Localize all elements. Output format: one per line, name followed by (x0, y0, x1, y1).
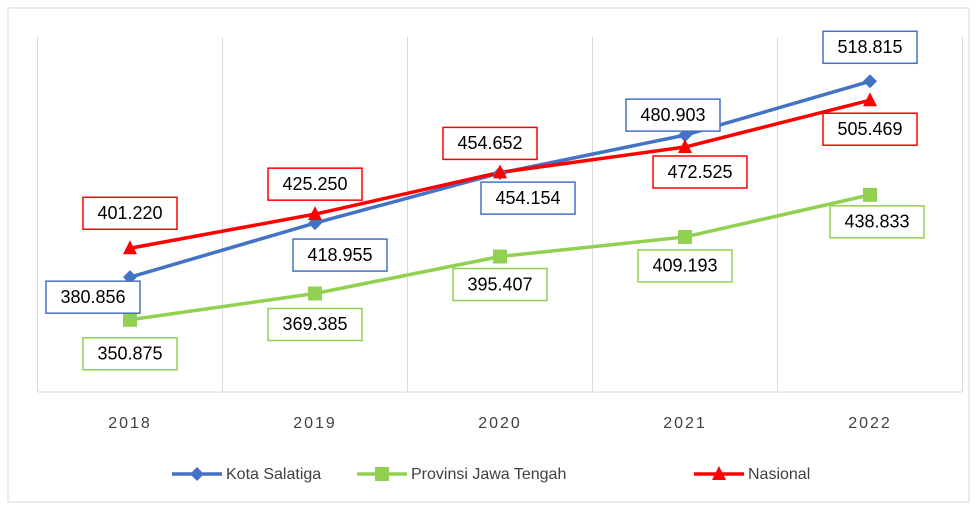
marker (190, 467, 204, 481)
data-label: 401.220 (97, 203, 162, 223)
x-tick-label: 2018 (108, 415, 152, 432)
marker (678, 229, 692, 244)
data-label-box (480, 181, 576, 215)
data-label: 505.469 (837, 119, 902, 139)
legend-label: Provinsi Jawa Tengah (411, 466, 566, 483)
data-label-box (82, 337, 178, 371)
x-tick-label: 2019 (293, 415, 337, 432)
legend-label: Nasional (748, 466, 810, 483)
chart-border (7, 7, 970, 503)
data-label: 425.250 (282, 174, 347, 194)
data-label: 454.652 (457, 133, 522, 153)
data-label: 395.407 (467, 274, 532, 294)
data-label: 350.875 (97, 344, 162, 364)
marker (493, 249, 507, 264)
legend-label: Kota Salatiga (226, 466, 321, 483)
marker (863, 92, 877, 107)
data-label-box (267, 307, 363, 342)
data-label-box (267, 167, 363, 201)
marker (375, 467, 389, 481)
data-label-box (625, 98, 721, 132)
data-label-box (822, 112, 918, 146)
marker (308, 206, 322, 221)
x-tick-label: 2022 (848, 415, 892, 432)
marker (123, 312, 137, 327)
data-label-box (637, 249, 733, 283)
marker (123, 240, 137, 255)
data-label: 518.815 (837, 37, 902, 57)
marker (678, 139, 692, 154)
data-label: 369.385 (282, 314, 347, 334)
data-label-box (452, 267, 548, 302)
data-label: 454.154 (495, 188, 560, 208)
data-label-box (82, 196, 178, 231)
data-label: 480.903 (640, 105, 705, 125)
marker (308, 286, 322, 301)
data-label: 472.525 (667, 162, 732, 182)
data-label-box (45, 280, 141, 314)
x-tick-label: 2020 (478, 415, 522, 432)
data-label: 438.833 (844, 212, 909, 232)
data-label-box (652, 155, 748, 189)
data-label-box (292, 238, 388, 272)
marker (863, 187, 877, 202)
data-label: 418.955 (307, 245, 372, 265)
marker (712, 466, 726, 480)
data-label-box (442, 126, 538, 161)
data-label: 409.193 (652, 256, 717, 276)
marker (493, 164, 507, 179)
marker (863, 74, 877, 89)
data-label-box (822, 30, 918, 65)
data-label: 380.856 (60, 287, 125, 307)
x-tick-label: 2021 (663, 415, 707, 432)
data-label-box (829, 205, 925, 239)
